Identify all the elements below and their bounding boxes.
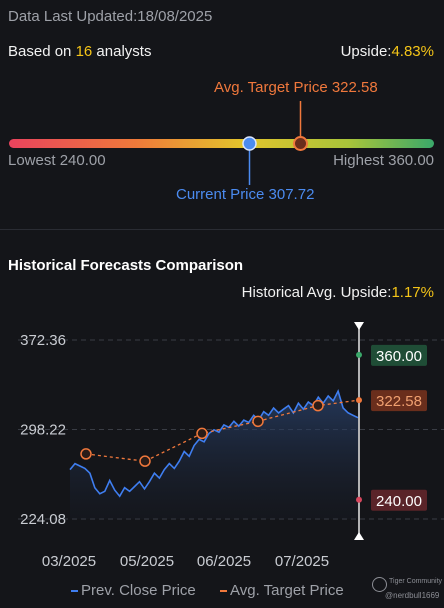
forecast-high-dot [356,351,362,358]
x-tick-label: 07/2025 [275,553,329,570]
analyst-count-text: Based on 16 analysts [8,43,151,60]
price-range-bar [9,139,434,148]
data-updated-text: Data Last Updated:18/08/2025 [8,8,212,25]
avg-target-point [139,455,151,467]
avg-target-point [196,427,208,440]
analyst-count: 16 [75,43,93,60]
lowest-price-label: Lowest 240.00 [8,152,106,169]
avg-target-line [85,399,360,462]
updated-date: 18/08/2025 [137,8,213,25]
x-tick-label: 03/2025 [42,553,96,570]
x-tick-label: 06/2025 [197,553,251,570]
based-on-prefix: Based on [8,43,76,60]
watermark-brand: Tiger Community [389,578,443,585]
avg-target-marker [293,136,308,151]
watermark-user: @nerdbull1669 [385,591,440,600]
historical-forecasts-title: Historical Forecasts Comparison [8,257,244,274]
forecast-avg-label: 322.58 [376,393,422,410]
current-price-label: Current Price 307.72 [176,186,315,203]
y-tick-label: 298.22 [20,422,66,439]
forecast-high-label: 360.00 [376,348,422,365]
upside-value: 4.83% [391,43,434,60]
forecast-avg-tag [371,390,427,412]
y-tick-label: 372.36 [20,332,66,349]
avg-target-swatch [220,590,227,593]
updated-label: Data Last Updated: [8,8,138,25]
section-divider [0,229,444,230]
close-price-line [69,388,359,498]
historical-upside-label: Historical Avg. Upside: [241,284,392,301]
historical-upside-value: 1.17% [391,284,434,301]
forecast-low-label: 240.00 [376,493,422,510]
upside-text: Upside:4.83% [341,43,434,60]
y-tick-label: 224.08 [20,511,66,528]
avg-target-point [312,399,324,412]
close-line-swatch [71,590,78,593]
current-price-marker [242,136,257,151]
historical-upside-text: Historical Avg. Upside:1.17% [242,284,434,301]
legend-avg-target[interactable]: Avg. Target Price [220,582,344,599]
based-on-suffix: analysts [92,43,152,60]
tiger-logo-icon [372,577,387,592]
close-price-area [70,391,358,519]
highest-price-label: Highest 360.00 [333,152,434,169]
forecast-axis-bottom-arrow [354,532,364,540]
avg-target-point [80,448,92,460]
forecast-high-tag [371,344,427,366]
avg-target-price-label: Avg. Target Price 322.58 [214,79,378,96]
upside-label: Upside: [340,43,392,60]
forecast-axis-top-arrow [354,322,364,330]
legend-close-label: Prev. Close Price [81,582,196,599]
legend-avg-label: Avg. Target Price [230,582,344,599]
x-tick-label: 05/2025 [120,553,174,570]
forecast-avg-dot [356,397,362,404]
legend-prev-close[interactable]: Prev. Close Price [71,582,196,599]
forecast-low-dot [356,496,362,503]
avg-target-point [252,415,264,428]
forecast-low-tag [371,489,427,511]
